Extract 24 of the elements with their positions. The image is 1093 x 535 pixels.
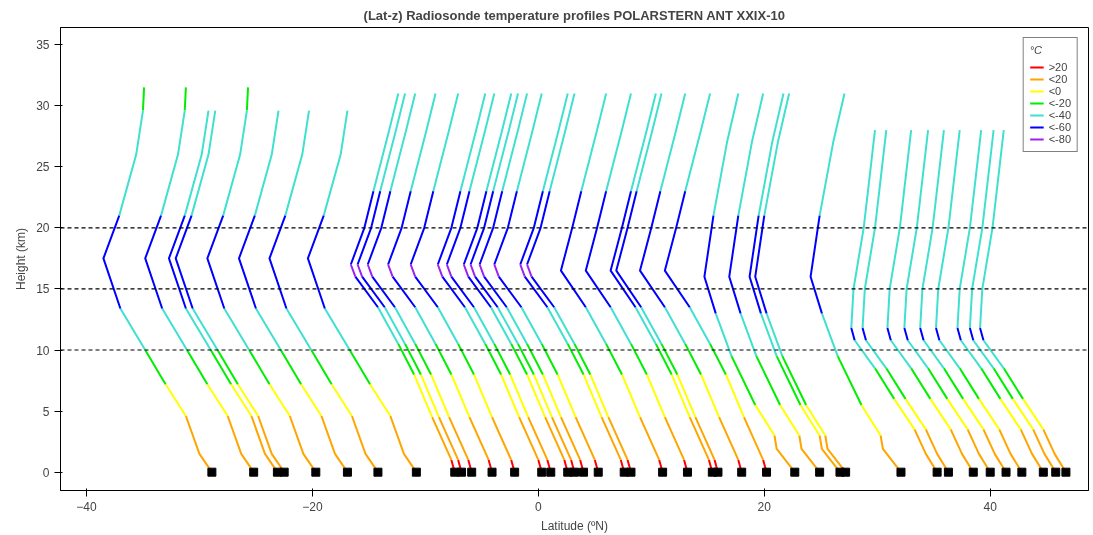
y-tick-label: 35 bbox=[36, 38, 50, 53]
legend-label: <-20 bbox=[1048, 97, 1071, 109]
legend-label: <-60 bbox=[1048, 121, 1071, 133]
legend-label: <20 bbox=[1048, 73, 1069, 85]
y-tick-label: 20 bbox=[36, 221, 50, 236]
legend-label: <-40 bbox=[1048, 109, 1071, 121]
y-tick-label: 10 bbox=[36, 343, 50, 358]
x-tick-label: 0 bbox=[535, 499, 543, 514]
chart-title: (Lat-z) Radiosonde temperature profiles POLARSTERN ANT XXIX-10 bbox=[363, 7, 785, 23]
x-tick-label: −20 bbox=[302, 499, 323, 514]
x-tick-label: 40 bbox=[983, 499, 998, 514]
y-tick-label: 15 bbox=[36, 282, 50, 297]
legend-title: °C bbox=[1029, 44, 1043, 56]
y-tick-label: 25 bbox=[36, 160, 50, 175]
x-axis-title: Latitude (ºN) bbox=[540, 518, 609, 533]
y-tick-label: 0 bbox=[42, 465, 50, 480]
legend-label: <-80 bbox=[1048, 133, 1071, 145]
x-tick-label: −40 bbox=[76, 499, 97, 514]
y-axis-title: Height (km) bbox=[14, 227, 29, 290]
y-tick-label: 5 bbox=[42, 404, 50, 419]
y-tick-label: 30 bbox=[36, 99, 50, 114]
legend-label: <0 bbox=[1048, 85, 1063, 97]
x-tick-label: 20 bbox=[757, 499, 772, 514]
legend-label: >20 bbox=[1048, 61, 1069, 73]
